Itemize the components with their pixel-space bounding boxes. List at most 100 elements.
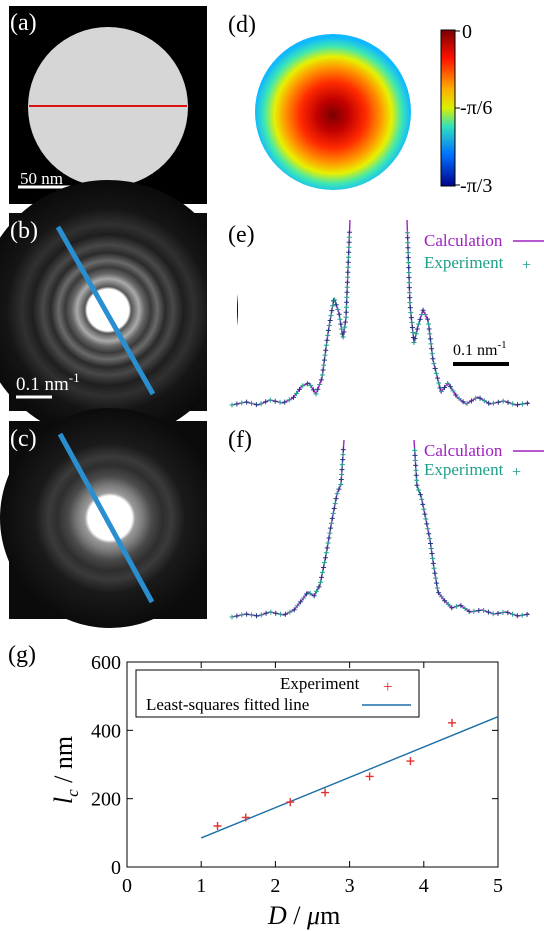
- experiment-marker: [345, 259, 351, 265]
- experiment-marker: [423, 516, 429, 522]
- experiment-marker: [320, 565, 326, 571]
- experiment-marker: [234, 401, 240, 407]
- experiment-marker: [333, 496, 339, 502]
- experiment-marker: [342, 324, 348, 330]
- experiment-marker: [345, 254, 351, 260]
- experiment-marker: [300, 383, 306, 389]
- panel-a: (a) 50 nm: [9, 6, 207, 204]
- y-tick-label: 0: [111, 857, 121, 879]
- experiment-marker: [336, 486, 342, 492]
- experiment-points: [213, 718, 456, 830]
- experiment-marker: [407, 300, 413, 306]
- experiment-marker: [333, 302, 339, 308]
- panel-f: (f) Calculation Experiment +: [228, 427, 544, 620]
- legend-calc-f: Calculation: [424, 441, 503, 460]
- experiment-marker: [425, 316, 431, 322]
- experiment-marker: [344, 289, 350, 295]
- experiment-marker: [323, 342, 329, 348]
- experiment-marker: [406, 280, 412, 286]
- panel-b-label: (b): [10, 218, 38, 244]
- experiment-marker: [293, 390, 299, 396]
- experiment-marker: [490, 400, 496, 406]
- experiment-marker: [346, 244, 352, 250]
- fit-line-group: [200, 716, 499, 839]
- panel-d: (d) 0 -π/6 -π/3: [228, 12, 492, 197]
- experiment-marker: [296, 386, 302, 392]
- experiment-marker: [334, 491, 340, 497]
- experiment-marker: [408, 310, 414, 316]
- experiment-marker: [519, 401, 525, 407]
- experiment-marker: [254, 613, 260, 619]
- chart-g: (g) 0 1 2 3 4 5 0 200 400 600 Experiment + Least-…: [8, 642, 503, 930]
- experiment-marker: [320, 569, 326, 575]
- experiment-marker: [413, 331, 419, 337]
- experiment-marker: [405, 240, 411, 246]
- panel-c: (c): [0, 408, 237, 630]
- colorbar-label-2: -π/3: [460, 175, 492, 197]
- experiment-marker: [505, 399, 511, 405]
- experiment-marker: [458, 603, 464, 609]
- experiment-marker: [428, 546, 434, 552]
- fit-line: [200, 716, 499, 839]
- experiment-marker: [318, 377, 324, 383]
- x-tick-label: 2: [270, 875, 280, 897]
- experiment-marker: [315, 386, 321, 392]
- experiment-marker: [267, 397, 273, 403]
- diffraction-pattern-b: [0, 180, 238, 440]
- experiment-marker: [268, 609, 274, 615]
- panel-c-mask: [207, 410, 237, 630]
- experiment-marker: [340, 334, 346, 340]
- experiment-marker: [453, 603, 459, 609]
- experiment-marker: [249, 400, 255, 406]
- experiment-marker: [344, 279, 350, 285]
- panel-b-mask: [207, 200, 237, 430]
- legend-exp-e: Experiment: [424, 253, 504, 272]
- experiment-marker: [481, 608, 487, 614]
- experiment-marker: [342, 319, 348, 325]
- experiment-marker: [339, 472, 345, 478]
- x-tick-label: 5: [493, 875, 503, 897]
- y-axis-label: lc / nm: [49, 736, 82, 804]
- experiment-marker: [330, 303, 336, 309]
- experiment-marker: [239, 400, 245, 406]
- phase-map: [255, 34, 411, 190]
- experiment-marker: [297, 599, 303, 605]
- experiment-marker: [453, 392, 459, 398]
- experiment-marker: [413, 472, 419, 478]
- experiment-marker: [412, 447, 418, 453]
- experiment-marker: [332, 297, 338, 303]
- experiment-marker: [273, 610, 279, 616]
- experiment-marker: [462, 606, 468, 612]
- colorbar-label-0: 0: [462, 21, 472, 43]
- experiment-marker: [425, 526, 431, 532]
- experiment-marker: [429, 550, 435, 556]
- legend-exp-e-marker: +: [522, 257, 531, 274]
- experiment-marker: [325, 327, 331, 333]
- experiment-marker: [282, 399, 288, 405]
- experiment-marker: [414, 326, 420, 332]
- blue-profile-line-b: [55, 225, 156, 396]
- experiment-point: [447, 718, 456, 727]
- experiment-marker: [519, 612, 525, 618]
- experiment-point: [286, 798, 295, 807]
- experiment-marker: [406, 275, 412, 281]
- experiment-marker: [404, 230, 410, 236]
- experiment-marker: [311, 593, 317, 599]
- experiment-marker: [413, 467, 419, 473]
- panel-g-label: (g): [8, 642, 36, 668]
- experiment-marker: [278, 611, 284, 617]
- legend-experiment-marker: +: [383, 677, 393, 696]
- experiment-marker: [258, 401, 264, 407]
- experiment-marker: [417, 316, 423, 322]
- experiment-point: [365, 772, 374, 781]
- experiment-marker: [524, 400, 530, 406]
- x-axis-label: D / μm: [267, 901, 340, 930]
- experiment-marker: [327, 318, 333, 324]
- experiment-marker: [346, 234, 352, 240]
- experiment-marker: [413, 462, 419, 468]
- experiment-marker: [432, 365, 438, 371]
- experiment-marker: [419, 496, 425, 502]
- experiment-point: [321, 788, 330, 797]
- experiment-marker: [343, 304, 349, 310]
